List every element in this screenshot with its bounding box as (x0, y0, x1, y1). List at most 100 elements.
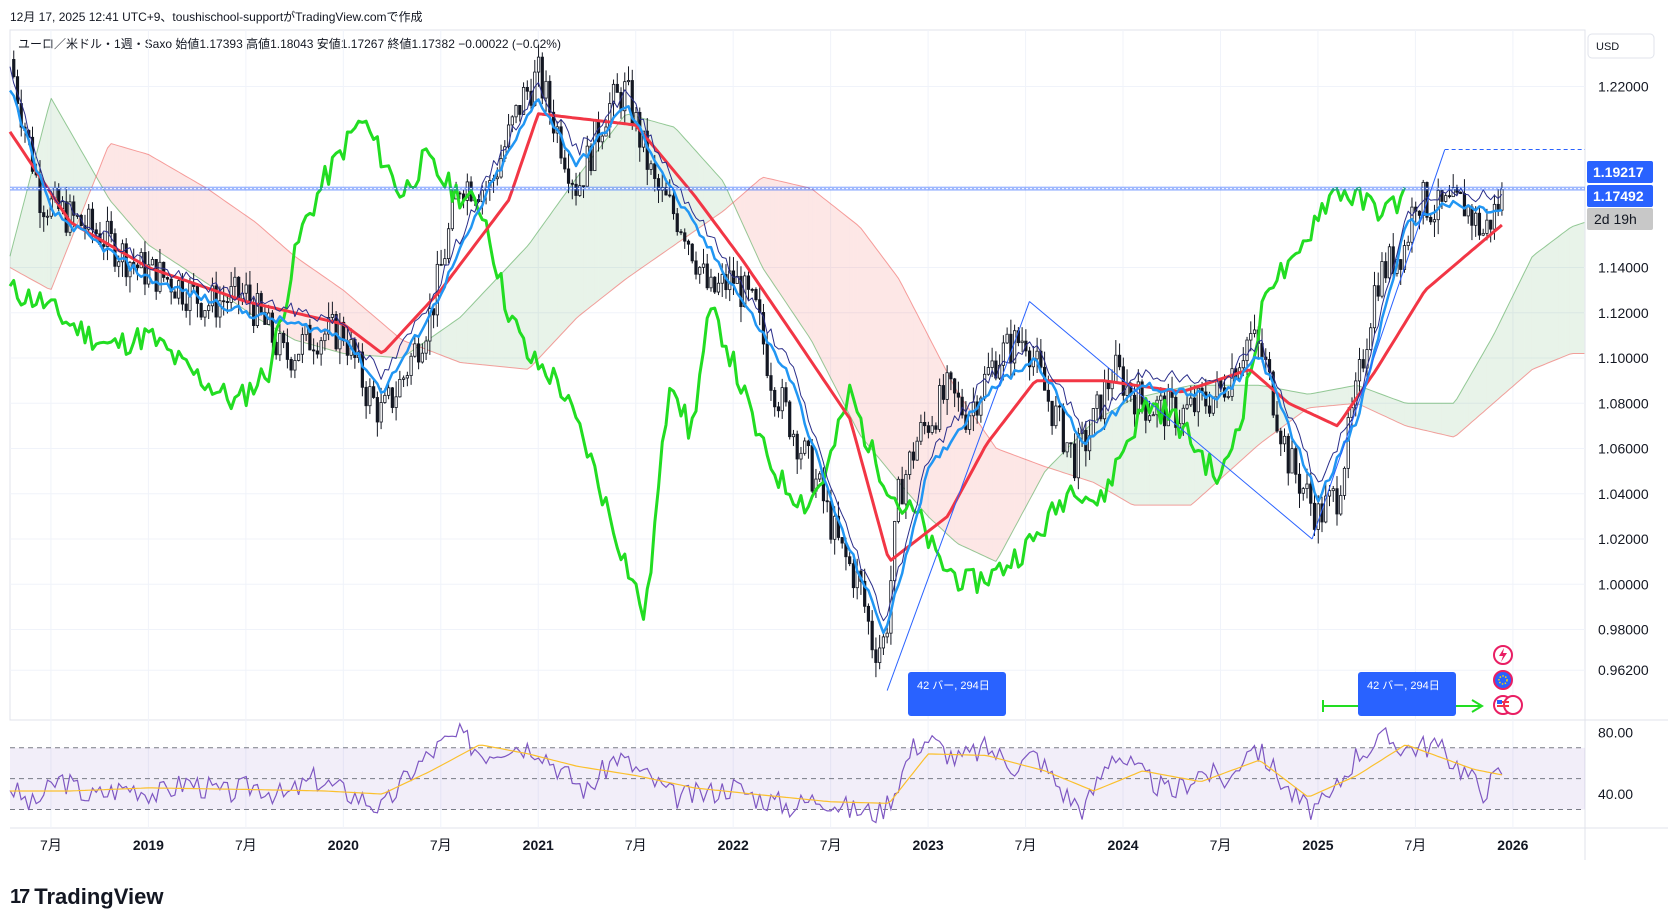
candle-body (536, 56, 541, 73)
trendline-drawing[interactable] (1029, 301, 1313, 540)
candle-body (387, 387, 391, 396)
kumo-segment (32, 154, 37, 283)
kumo-segment (459, 313, 464, 363)
candle-body (1436, 189, 1440, 221)
candle-body (1035, 350, 1039, 360)
candle-body (1331, 488, 1335, 492)
kumo-segment (516, 254, 520, 369)
kumo-segment (369, 312, 374, 356)
logo-mark-icon: 17 (10, 885, 30, 908)
event-icons[interactable] (1493, 645, 1523, 715)
candle-body (465, 181, 469, 201)
candle-body (893, 521, 897, 582)
candle-body (694, 260, 698, 275)
price-tick-label: 1.00000 (1598, 576, 1649, 592)
kumo-segment (197, 182, 202, 280)
measure-box-left[interactable]: 42 バー, 294日 (908, 672, 1006, 716)
tradingview-logo[interactable]: 17 TradingView (10, 884, 163, 910)
candle-body (1020, 340, 1024, 344)
candle-body (420, 352, 424, 363)
trendline-drawing[interactable] (886, 301, 1030, 691)
time-tick-label: 7月 (40, 837, 62, 853)
candle-body (544, 80, 548, 99)
kumo-segment (763, 177, 768, 275)
kumo-segment (444, 325, 449, 359)
kumo-segment (984, 431, 989, 558)
currency-box[interactable] (1587, 33, 1655, 59)
time-tick-label: 7月 (1015, 837, 1037, 853)
candle-body (1399, 259, 1403, 270)
kumo-segment (171, 167, 175, 263)
candle-body (1286, 435, 1290, 474)
kumo-segment (1033, 462, 1038, 493)
kumo-segment (1471, 366, 1476, 422)
kumo-segment (219, 197, 224, 296)
kumo-segment (542, 220, 547, 355)
candle-body (293, 360, 297, 371)
kumo-segment (947, 372, 951, 538)
candle-body (360, 351, 364, 388)
kumo-segment (1378, 393, 1382, 415)
kumo-segment (546, 215, 550, 351)
candle-body (900, 478, 904, 505)
candle-body (1496, 203, 1500, 211)
price-tag-text: 1.19217 (1593, 164, 1644, 180)
candle-body (255, 293, 260, 327)
kumo-segment (1543, 245, 1547, 365)
candle-body (668, 194, 672, 197)
eu-flag-icon (1493, 670, 1513, 690)
kumo-segment (39, 125, 44, 287)
kumo-segment (1426, 403, 1431, 432)
candle-body (941, 385, 945, 400)
kumo-segment (1217, 385, 1221, 482)
kumo-segment (1052, 460, 1056, 471)
kumo-segment (1348, 386, 1352, 405)
kumo-segment (1228, 385, 1233, 472)
candle-body (12, 59, 16, 78)
kumo-segment (1490, 333, 1495, 406)
kumo-segment (624, 114, 629, 280)
kumo-segment (302, 261, 307, 344)
candle-body (300, 334, 304, 355)
candle-body (158, 261, 162, 292)
candle-body (289, 359, 293, 371)
kumo-segment (137, 151, 142, 237)
measure-box-right[interactable]: 42 バー, 294日 (1322, 672, 1484, 716)
kumo-segment (1501, 310, 1506, 396)
kumo-segment (564, 189, 569, 331)
candle-body (1312, 502, 1317, 530)
kumo-segment (594, 149, 599, 304)
candle-body (1013, 330, 1017, 364)
trendline-drawing[interactable] (1311, 149, 1446, 540)
kumo-segment (557, 199, 562, 339)
kumo-segment (1318, 391, 1323, 407)
kumo-segment (902, 285, 906, 491)
kumo-segment (1430, 403, 1435, 433)
candle-body (874, 649, 878, 663)
kumo-segment (1232, 385, 1236, 469)
candle-body (1444, 195, 1448, 202)
candle-body (1327, 490, 1332, 497)
kumo-segment (1366, 388, 1371, 410)
candle-body (297, 353, 301, 361)
kumo-segment (362, 306, 367, 356)
candle-body (409, 355, 413, 376)
kumo-segment (1475, 359, 1480, 419)
candle-body (1429, 216, 1433, 223)
candle-body (956, 392, 960, 398)
kumo-segment (358, 303, 363, 355)
kumo-segment (617, 120, 622, 286)
kumo-segment (819, 195, 824, 364)
kumo-segment (928, 335, 933, 521)
countdown-tag: 2d 19h (1587, 208, 1653, 230)
candle-body (1485, 219, 1489, 234)
kumo-segment (264, 230, 269, 325)
kumo-segment (103, 148, 108, 197)
kumo-segment (1295, 391, 1300, 418)
kumo-segment (905, 292, 910, 495)
candle-body (1384, 261, 1388, 279)
kumo-segment (725, 187, 730, 209)
price-tick-label: 1.08000 (1598, 395, 1649, 411)
candle-body (1076, 433, 1080, 479)
